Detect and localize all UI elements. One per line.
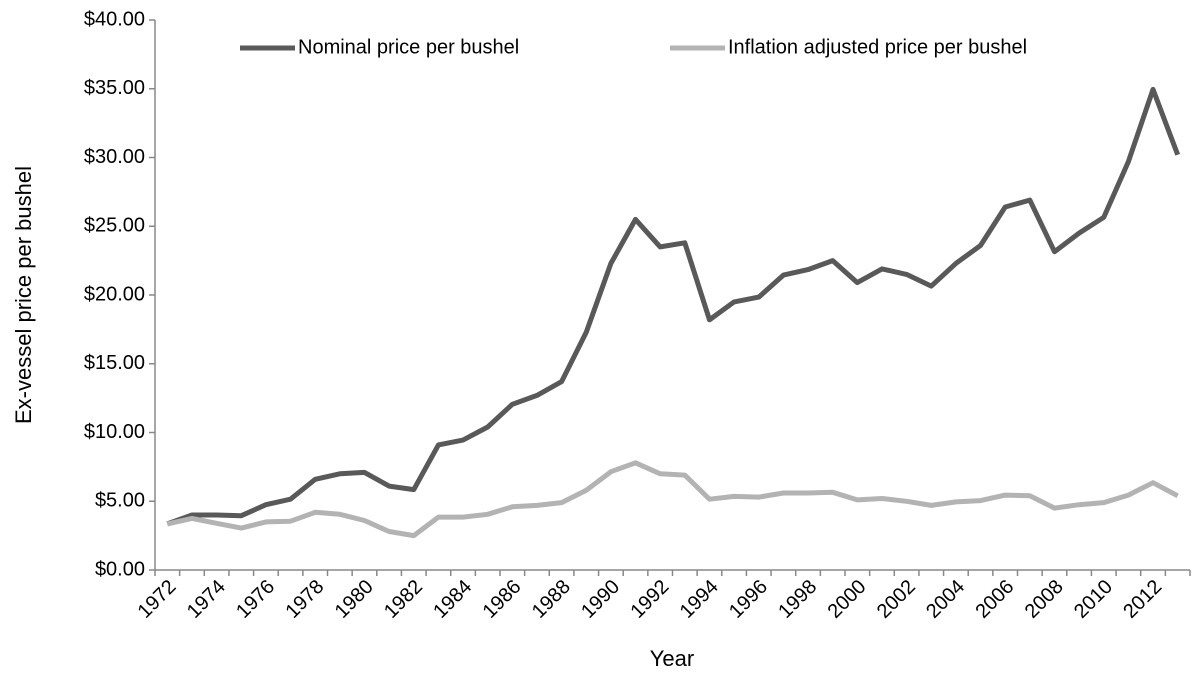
x-tick-label: 2010	[1070, 576, 1117, 623]
x-tick-label: 1998	[774, 576, 821, 623]
y-tick-label: $25.00	[84, 215, 145, 237]
x-tick-label: 1990	[577, 576, 624, 623]
x-tick-label: 1984	[429, 576, 476, 623]
y-tick-label: $0.00	[95, 558, 145, 580]
x-tick-label: 1988	[528, 576, 575, 623]
x-tick-label: 2006	[971, 576, 1018, 623]
y-tick-label: $20.00	[84, 283, 145, 305]
x-axis-label: Year	[650, 646, 694, 671]
x-tick-label: 2000	[824, 576, 871, 623]
y-axis-label: Ex-vessel price per bushel	[11, 166, 36, 424]
y-tick-label: $30.00	[84, 146, 145, 168]
y-tick-label: $15.00	[84, 352, 145, 374]
y-tick-label: $40.00	[84, 8, 145, 30]
legend-label: Nominal price per bushel	[298, 36, 519, 58]
y-tick-label: $10.00	[84, 421, 145, 443]
x-tick-label: 2004	[922, 576, 969, 623]
y-tick-label: $5.00	[95, 490, 145, 512]
x-tick-label: 1974	[183, 576, 230, 623]
series-line	[166, 86, 1181, 527]
x-tick-label: 2012	[1119, 576, 1166, 623]
x-tick-label: 2008	[1021, 576, 1068, 623]
x-tick-label: 1976	[232, 576, 279, 623]
x-tick-label: 1992	[626, 576, 673, 623]
x-tick-label: 1994	[676, 576, 723, 623]
x-tick-label: 1972	[134, 576, 181, 623]
x-tick-label: 1978	[281, 576, 328, 623]
x-tick-label: 1986	[479, 576, 526, 623]
legend-label: Inflation adjusted price per bushel	[728, 36, 1027, 58]
y-tick-label: $35.00	[84, 77, 145, 99]
x-tick-label: 1980	[331, 576, 378, 623]
x-tick-label: 2002	[873, 576, 920, 623]
series-line	[166, 460, 1179, 539]
x-tick-label: 1996	[725, 576, 772, 623]
x-tick-label: 1982	[380, 576, 427, 623]
